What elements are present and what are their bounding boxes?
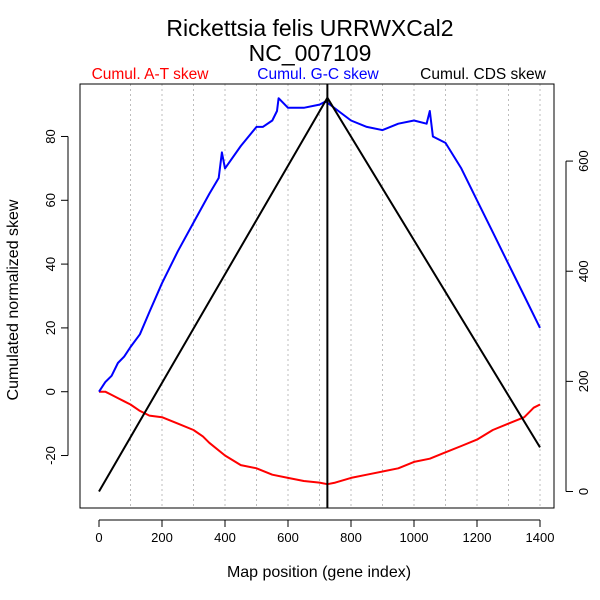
y-axis-left: -20 0 20 40 60 80 bbox=[43, 129, 69, 465]
y-left-tick-label-4: 60 bbox=[43, 193, 58, 207]
legend-at-skew: Cumul. A-T skew bbox=[92, 66, 210, 83]
y-left-tick-label-5: 80 bbox=[43, 129, 58, 143]
y-right-tick-label-1: 200 bbox=[576, 371, 591, 393]
chart-subtitle: NC_007109 bbox=[249, 40, 372, 66]
y-axis-label: Cumulated normalized skew bbox=[5, 199, 22, 400]
x-tick-label-7: 1400 bbox=[526, 530, 555, 545]
y-axis-right: 0 200 400 600 bbox=[565, 150, 591, 495]
x-tick-label-1: 200 bbox=[151, 530, 173, 545]
y-left-tick-label-3: 40 bbox=[43, 257, 58, 271]
legend-cds-skew: Cumul. CDS skew bbox=[420, 66, 547, 83]
y-right-tick-label-2: 400 bbox=[576, 260, 591, 282]
plot-frame bbox=[79, 83, 555, 509]
series-line-0 bbox=[99, 390, 541, 486]
x-tick-label-4: 800 bbox=[340, 530, 362, 545]
y-right-tick-label-0: 0 bbox=[576, 488, 591, 495]
x-tick-label-3: 600 bbox=[277, 530, 299, 545]
x-tick-label-2: 400 bbox=[214, 530, 236, 545]
y-left-tick-label-2: 20 bbox=[43, 321, 58, 335]
legend-gc-skew: Cumul. G-C skew bbox=[257, 66, 379, 83]
y-left-tick-label-0: -20 bbox=[43, 446, 58, 465]
x-tick-label-6: 1200 bbox=[463, 530, 492, 545]
x-tick-label-0: 0 bbox=[95, 530, 102, 545]
series-line-1 bbox=[98, 97, 541, 393]
x-axis-label: Map position (gene index) bbox=[227, 564, 411, 581]
x-tick-label-5: 1000 bbox=[400, 530, 429, 545]
chart-title: Rickettsia felis URRWXCal2 bbox=[166, 15, 453, 41]
y-left-tick-label-1: 0 bbox=[43, 388, 58, 395]
y-right-tick-label-3: 600 bbox=[576, 150, 591, 172]
vertical-gridlines bbox=[130, 84, 541, 508]
x-axis: 0 200 400 600 800 1000 1200 1400 bbox=[95, 519, 555, 545]
